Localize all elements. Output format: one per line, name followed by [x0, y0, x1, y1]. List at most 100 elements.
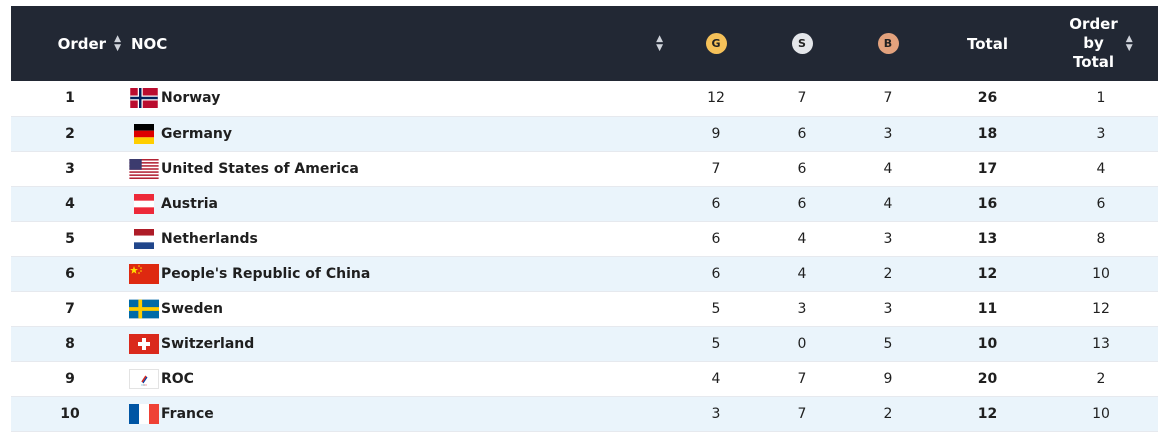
switzerland-flag-icon: [129, 333, 159, 354]
order-by-total-header-label: Order by Total: [1069, 15, 1118, 71]
bronze-medal-icon: B: [877, 33, 899, 54]
order-cell: 8: [65, 335, 75, 352]
sort-updown-icon[interactable]: ▲ ▼: [656, 33, 663, 53]
noc-cell[interactable]: People's Republic of China: [129, 256, 673, 291]
header-total[interactable]: Total: [931, 6, 1044, 81]
silver-count: 7: [797, 370, 807, 387]
gold-count: 6: [711, 265, 721, 282]
gold-count: 6: [711, 195, 721, 212]
noc-cell[interactable]: Netherlands: [129, 221, 673, 256]
order-cell: 7: [65, 300, 75, 317]
noc-name[interactable]: France: [161, 405, 214, 422]
total-count: 10: [977, 335, 998, 352]
table-row: 7 Sweden 5 3 3 11 12: [11, 291, 1158, 326]
order-by-total-cell: 1: [1096, 90, 1106, 107]
noc-name[interactable]: Austria: [161, 195, 218, 212]
gold-count: 4: [711, 370, 721, 387]
noc-name[interactable]: United States of America: [161, 160, 359, 177]
gold-medal-icon: G: [705, 33, 727, 54]
noc-name[interactable]: Sweden: [161, 300, 223, 317]
total-count: 17: [977, 160, 998, 177]
total-count: 20: [977, 370, 998, 387]
total-count: 26: [977, 90, 998, 107]
total-header-label: Total: [967, 34, 1008, 53]
header-silver[interactable]: S: [759, 6, 845, 81]
order-cell: 6: [65, 265, 75, 282]
noc-cell[interactable]: Sweden: [129, 291, 673, 326]
header-order-by-total[interactable]: Order by Total ▲ ▼: [1044, 6, 1158, 81]
noc-cell[interactable]: France: [129, 396, 673, 431]
order-by-total-cell: 2: [1096, 370, 1106, 387]
total-count: 12: [977, 405, 998, 422]
silver-count: 6: [797, 125, 807, 142]
gold-count: 6: [711, 230, 721, 247]
china-flag-icon: [129, 263, 159, 284]
norway-flag-icon: [129, 88, 159, 109]
total-count: 11: [977, 300, 998, 317]
order-cell: 10: [60, 405, 80, 422]
medal-table: Order ▲ ▼ NOC ▲ ▼ G S: [11, 6, 1158, 432]
order-cell: 1: [65, 90, 75, 107]
total-count: 16: [977, 195, 998, 212]
order-by-total-cell: 10: [1092, 405, 1110, 422]
noc-cell[interactable]: Germany: [129, 116, 673, 151]
silver-count: 7: [797, 90, 807, 107]
germany-flag-icon: [129, 123, 159, 144]
silver-count: 4: [797, 265, 807, 282]
roc-flag-icon: [129, 368, 159, 389]
table-row: 8 Switzerland 5 0 5 10 13: [11, 326, 1158, 361]
order-by-total-cell: 8: [1096, 230, 1106, 247]
bronze-count: 2: [883, 265, 893, 282]
sort-updown-icon[interactable]: ▲ ▼: [1125, 33, 1133, 53]
noc-cell[interactable]: Switzerland: [129, 326, 673, 361]
order-header-label: Order: [57, 34, 107, 53]
bronze-count: 3: [883, 125, 893, 142]
sort-updown-icon[interactable]: ▲ ▼: [114, 33, 121, 53]
noc-name[interactable]: Netherlands: [161, 230, 258, 247]
noc-name[interactable]: Switzerland: [161, 335, 255, 352]
table-row: 2 Germany 9 6 3 18 3: [11, 116, 1158, 151]
order-cell: 9: [65, 370, 75, 387]
order-by-total-cell: 6: [1096, 195, 1106, 212]
noc-name[interactable]: People's Republic of China: [161, 265, 371, 282]
noc-name[interactable]: Norway: [161, 90, 221, 107]
silver-count: 7: [797, 405, 807, 422]
bronze-count: 5: [883, 335, 893, 352]
gold-count: 7: [711, 160, 721, 177]
noc-cell[interactable]: Norway: [129, 81, 673, 116]
header-gold[interactable]: G: [673, 6, 759, 81]
order-by-total-cell: 13: [1092, 335, 1110, 352]
sweden-flag-icon: [129, 299, 159, 319]
order-cell: 5: [65, 230, 75, 247]
bronze-count: 4: [883, 160, 893, 177]
noc-name[interactable]: ROC: [161, 370, 194, 387]
gold-count: 9: [711, 125, 721, 142]
gold-count: 5: [711, 300, 721, 317]
order-cell: 4: [65, 195, 75, 212]
order-by-total-cell: 3: [1096, 125, 1106, 142]
table-row: 3 United States of America 7 6 4 17 4: [11, 151, 1158, 186]
order-cell: 3: [65, 160, 75, 177]
noc-name[interactable]: Germany: [161, 125, 233, 142]
netherlands-flag-icon: [129, 228, 159, 249]
order-by-total-cell: 4: [1096, 160, 1106, 177]
noc-cell[interactable]: United States of America: [129, 151, 673, 186]
table-row: 9 ROC 4 7 9 20 2: [11, 361, 1158, 396]
total-count: 13: [977, 230, 998, 247]
france-flag-icon: [129, 403, 159, 424]
table-row: 6 People's Republic of China 6 4 2 12 10: [11, 256, 1158, 291]
silver-count: 6: [797, 195, 807, 212]
noc-cell[interactable]: ROC: [129, 361, 673, 396]
noc-cell[interactable]: Austria: [129, 186, 673, 221]
header-bronze[interactable]: B: [845, 6, 931, 81]
header-order[interactable]: Order ▲ ▼: [11, 6, 129, 81]
order-by-total-cell: 12: [1092, 300, 1110, 317]
bronze-count: 4: [883, 195, 893, 212]
table-row: 1 Norway 12 7 7 26 1: [11, 81, 1158, 116]
silver-count: 3: [797, 300, 807, 317]
table-header-row: Order ▲ ▼ NOC ▲ ▼ G S: [11, 6, 1158, 81]
total-count: 12: [977, 265, 998, 282]
bronze-count: 3: [883, 300, 893, 317]
gold-count: 12: [707, 90, 725, 107]
header-noc[interactable]: NOC ▲ ▼: [129, 6, 673, 81]
